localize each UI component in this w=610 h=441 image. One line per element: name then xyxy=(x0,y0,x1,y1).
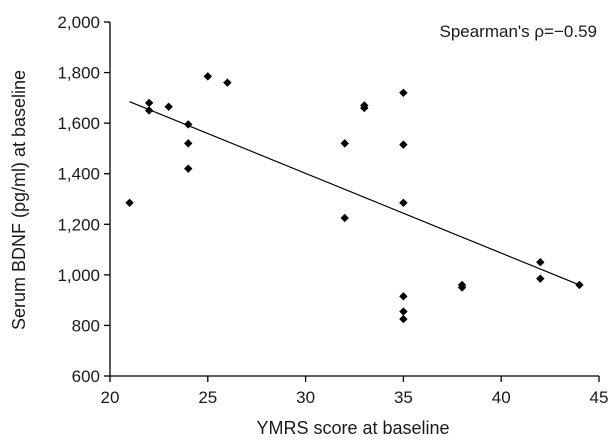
data-point xyxy=(184,164,193,173)
data-point xyxy=(536,274,545,283)
data-point xyxy=(536,258,545,267)
data-point xyxy=(457,283,467,292)
data-point xyxy=(223,78,232,87)
y-axis-title: Serum BDNF (pg/ml) at baseline xyxy=(9,70,29,330)
x-tick-label: 45 xyxy=(590,388,609,407)
y-tick-labels: 600 800 1,000 1,200 1,400 1,600 1,800 2,000 xyxy=(57,13,100,386)
y-tick-label: 2,000 xyxy=(57,13,100,32)
x-tick-label: 30 xyxy=(296,388,315,407)
data-point xyxy=(184,139,193,148)
x-tick-label: 25 xyxy=(198,388,217,407)
data-point xyxy=(184,120,193,129)
data-points xyxy=(125,72,584,324)
data-point xyxy=(575,280,584,290)
data-point xyxy=(399,140,408,149)
regression-line-group xyxy=(129,101,580,286)
y-tick-label: 1,200 xyxy=(57,215,100,234)
data-point xyxy=(399,307,408,316)
data-point xyxy=(360,103,369,113)
y-tick-label: 1,400 xyxy=(57,165,100,184)
x-tick-labels: 20 25 30 35 40 45 xyxy=(101,388,609,407)
data-point xyxy=(144,98,154,108)
tick-marks xyxy=(104,21,600,382)
axes xyxy=(109,22,599,377)
y-tick-label: 1,600 xyxy=(57,114,100,133)
y-tick-label: 800 xyxy=(72,316,100,335)
data-point xyxy=(399,198,408,207)
y-tick-label: 600 xyxy=(72,367,100,386)
data-point xyxy=(144,106,154,115)
data-point xyxy=(164,102,173,111)
x-tick-label: 40 xyxy=(492,388,511,407)
y-tick-label: 1,000 xyxy=(57,266,100,285)
x-tick-label: 20 xyxy=(101,388,120,407)
x-tick-label: 35 xyxy=(394,388,413,407)
spearman-annotation: Spearman's ρ=−0.59 xyxy=(439,22,597,41)
data-point xyxy=(125,198,134,207)
data-point xyxy=(340,139,349,148)
data-point xyxy=(399,314,408,324)
data-point xyxy=(340,213,349,223)
data-point xyxy=(203,72,212,81)
x-axis-title: YMRS score at baseline xyxy=(256,418,449,438)
y-tick-label: 1,800 xyxy=(57,64,100,83)
data-point xyxy=(399,88,408,97)
data-point xyxy=(399,292,408,301)
regression-line xyxy=(129,101,580,286)
